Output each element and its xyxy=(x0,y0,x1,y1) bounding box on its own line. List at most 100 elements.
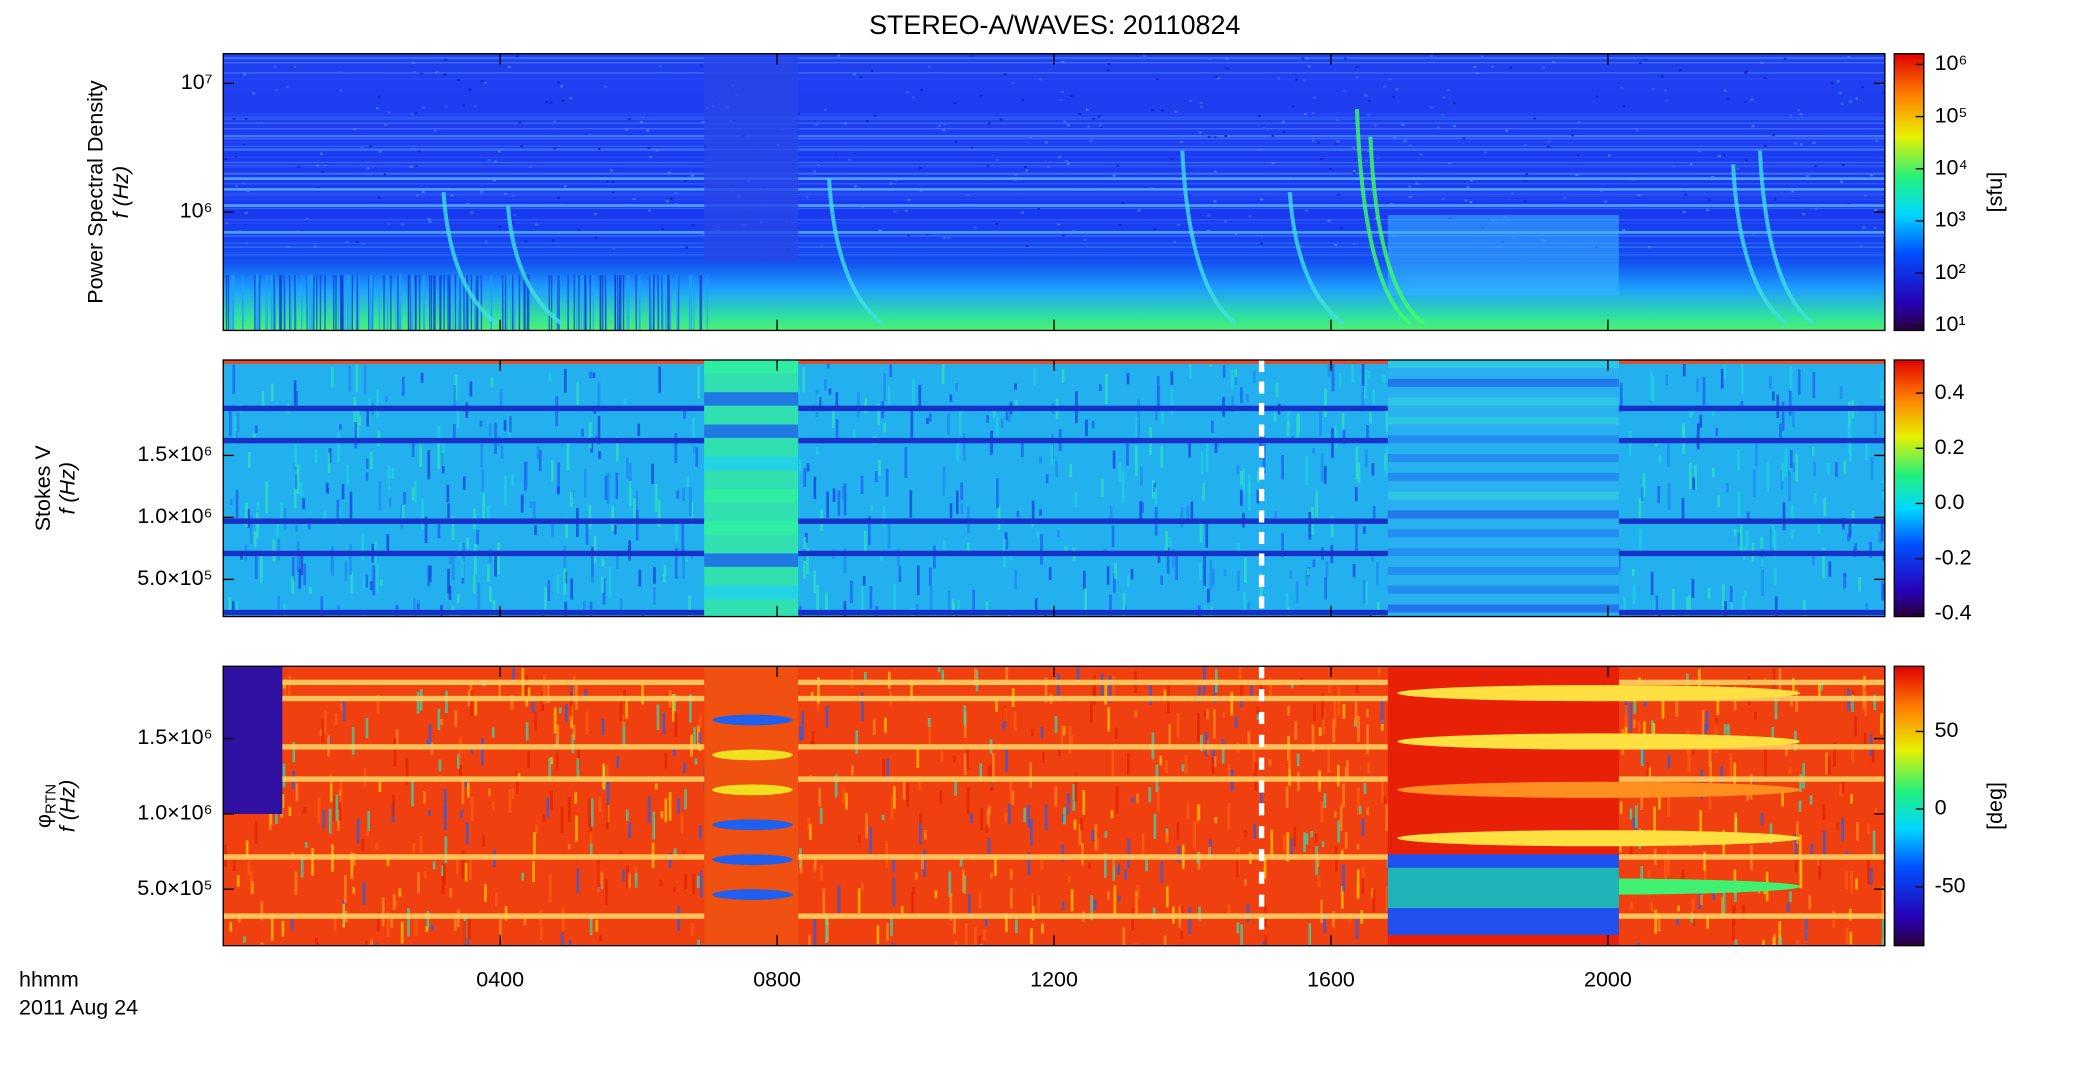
speckle xyxy=(1805,175,1809,178)
speckle xyxy=(464,777,467,787)
speckle xyxy=(916,749,920,768)
speckle xyxy=(1671,589,1675,617)
streak xyxy=(266,275,268,331)
speckle xyxy=(350,571,354,594)
speckle xyxy=(601,576,604,593)
speckle xyxy=(1098,124,1102,127)
block-band xyxy=(1387,510,1619,519)
speckle xyxy=(1700,894,1703,906)
speckle xyxy=(1315,834,1318,843)
speckle xyxy=(1650,371,1654,401)
speckle xyxy=(261,391,265,409)
speckle xyxy=(1202,482,1206,501)
speckle xyxy=(1650,902,1653,912)
streak xyxy=(599,275,601,331)
speckle xyxy=(349,491,353,524)
speckle xyxy=(1688,462,1692,490)
speckle xyxy=(331,367,334,388)
speckle xyxy=(1031,893,1035,921)
speckle xyxy=(451,556,455,581)
speckle xyxy=(339,782,343,810)
speckle xyxy=(1795,821,1799,844)
speckle xyxy=(868,515,871,546)
speckle xyxy=(504,192,507,195)
speckle xyxy=(1839,783,1843,796)
speckle xyxy=(850,668,854,689)
speckle xyxy=(244,117,248,120)
speckle xyxy=(457,754,460,769)
block-band xyxy=(712,819,793,831)
speckle xyxy=(511,788,515,799)
speckle xyxy=(1810,843,1814,857)
speckle xyxy=(555,396,558,427)
speckle xyxy=(486,505,490,520)
streak xyxy=(448,275,451,331)
speckle xyxy=(865,813,868,839)
speckle xyxy=(1062,234,1065,237)
streak xyxy=(306,275,309,331)
speckle xyxy=(452,424,456,441)
speckle xyxy=(1743,589,1747,598)
speckle xyxy=(440,718,443,726)
speckle xyxy=(1112,174,1116,177)
speckle xyxy=(490,377,494,388)
speckle xyxy=(1873,694,1877,710)
speckle xyxy=(1090,895,1094,921)
speckle xyxy=(1193,821,1197,850)
speckle xyxy=(387,222,391,225)
speckle xyxy=(507,65,511,68)
speckle xyxy=(484,884,487,902)
speckle xyxy=(601,559,605,567)
speckle xyxy=(1822,804,1826,820)
speckle xyxy=(1811,447,1815,456)
speckle xyxy=(887,520,891,549)
speckle xyxy=(1452,102,1456,105)
spectrogram-image xyxy=(223,53,1885,331)
noise-line xyxy=(223,193,1885,196)
speckle xyxy=(1882,588,1885,601)
speckle xyxy=(253,531,257,547)
speckle xyxy=(697,367,701,400)
speckle xyxy=(425,925,429,933)
speckle xyxy=(1838,91,1842,95)
colorbar-tick-label: 0 xyxy=(1935,796,1947,820)
speckle xyxy=(494,160,498,163)
streak xyxy=(447,275,449,331)
speckle xyxy=(391,467,395,480)
block-band xyxy=(704,456,799,471)
speckle xyxy=(806,463,810,472)
speckle xyxy=(277,595,281,610)
streak xyxy=(528,275,530,331)
speckle xyxy=(1031,520,1035,528)
speckle xyxy=(1385,803,1389,831)
speckle xyxy=(488,586,492,603)
speckle xyxy=(588,134,592,137)
gap xyxy=(1258,826,1265,839)
speckle xyxy=(1378,666,1381,677)
speckle xyxy=(1723,89,1727,92)
speckle xyxy=(372,565,376,596)
speckle xyxy=(1312,139,1315,142)
speckle xyxy=(1058,156,1061,159)
speckle xyxy=(813,570,816,594)
speckle xyxy=(948,871,952,897)
speckle xyxy=(689,694,692,723)
noise-line xyxy=(223,148,1885,150)
speckle xyxy=(906,234,910,237)
block-band xyxy=(1387,416,1619,425)
speckle xyxy=(797,386,801,395)
speckle xyxy=(1353,170,1356,173)
streak xyxy=(346,275,349,331)
speckle xyxy=(551,520,554,537)
speckle xyxy=(1640,743,1644,766)
speckle xyxy=(1163,689,1167,700)
speckle xyxy=(1721,584,1725,611)
speckle xyxy=(857,392,860,417)
speckle xyxy=(850,764,854,776)
speckle xyxy=(1181,764,1185,772)
speckle xyxy=(324,163,327,166)
speckle xyxy=(1637,721,1641,733)
speckle xyxy=(1097,115,1101,118)
speckle xyxy=(1841,777,1845,793)
speckle xyxy=(295,783,299,802)
